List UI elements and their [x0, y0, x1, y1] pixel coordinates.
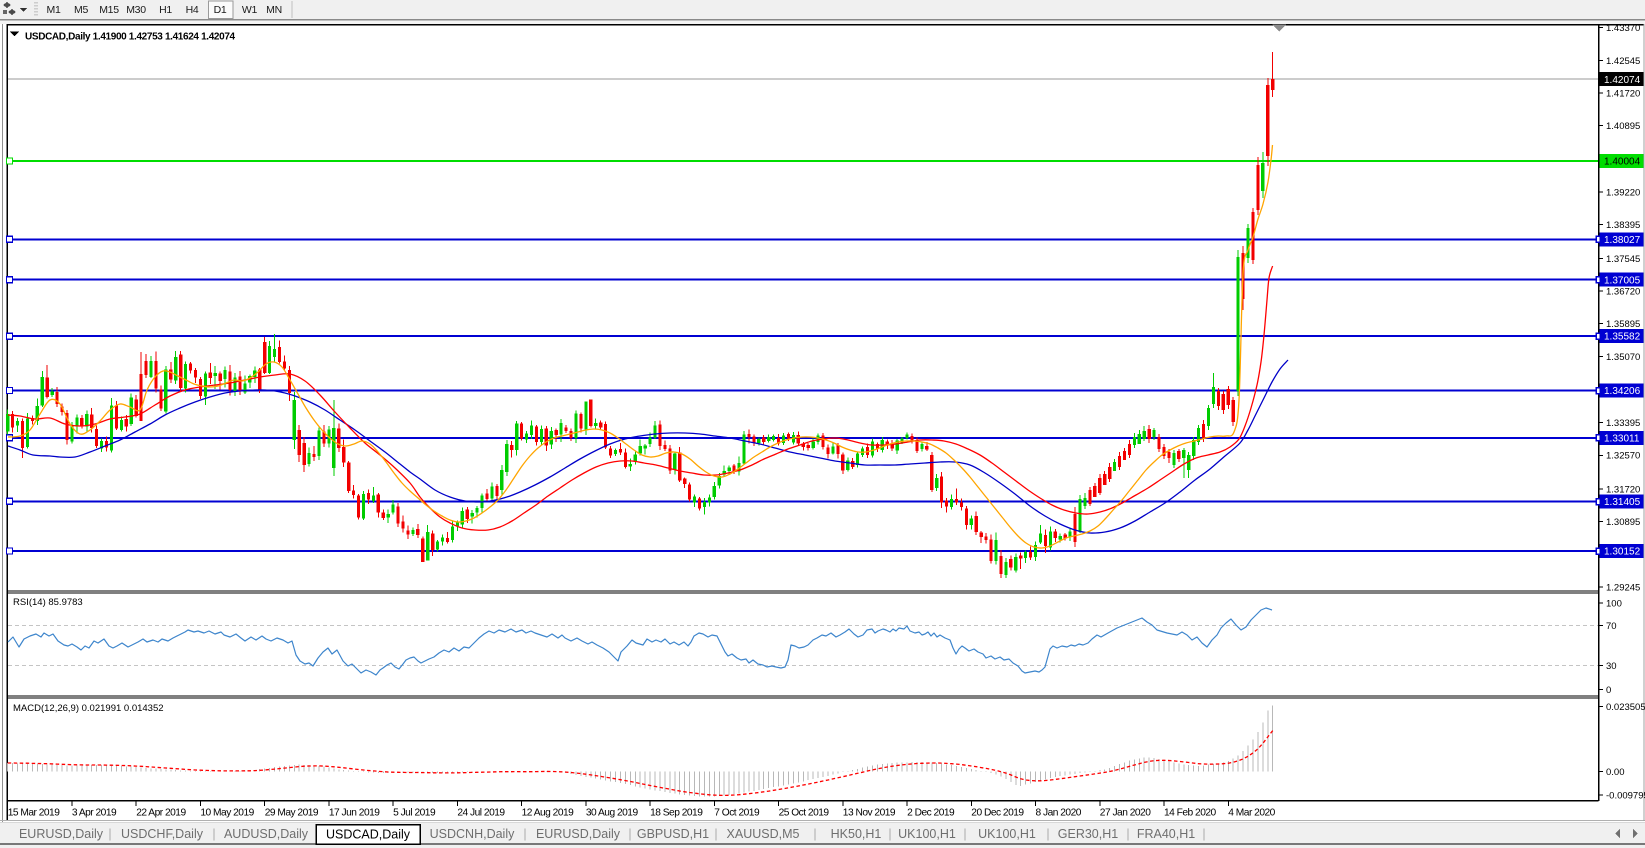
svg-text:M30: M30: [126, 4, 146, 16]
svg-text:AUDUSD,Daily: AUDUSD,Daily: [224, 827, 309, 841]
svg-text:|: |: [714, 827, 717, 841]
svg-text:M1: M1: [47, 4, 61, 16]
svg-text:8 Jan 2020: 8 Jan 2020: [1036, 808, 1082, 819]
svg-text:GER30,H1: GER30,H1: [1058, 827, 1118, 841]
svg-text:UK100,H1: UK100,H1: [898, 827, 956, 841]
svg-text:XAUUSD,M5: XAUUSD,M5: [727, 827, 800, 841]
svg-text:1.35070: 1.35070: [1606, 352, 1640, 363]
svg-text:27 Jan 2020: 27 Jan 2020: [1100, 808, 1151, 819]
svg-text:UK100,H1: UK100,H1: [978, 827, 1036, 841]
svg-text:30 Aug 2019: 30 Aug 2019: [586, 808, 639, 819]
svg-text:14 Feb 2020: 14 Feb 2020: [1164, 808, 1217, 819]
svg-text:1.31720: 1.31720: [1606, 484, 1640, 495]
svg-text:1.43370: 1.43370: [1606, 23, 1640, 34]
svg-text:1.30152: 1.30152: [1604, 547, 1641, 558]
svg-text:100: 100: [1606, 598, 1622, 609]
svg-text:24 Jul 2019: 24 Jul 2019: [457, 808, 505, 819]
svg-text:|: |: [1202, 827, 1205, 841]
svg-text:18 Sep 2019: 18 Sep 2019: [650, 808, 703, 819]
svg-text:|: |: [813, 827, 816, 841]
svg-text:M15: M15: [99, 4, 119, 16]
svg-text:1.42545: 1.42545: [1606, 56, 1640, 67]
svg-text:22 Apr 2019: 22 Apr 2019: [136, 808, 186, 819]
svg-text:1.41720: 1.41720: [1606, 89, 1640, 100]
svg-text:1.33395: 1.33395: [1606, 418, 1640, 429]
svg-text:MACD(12,26,9) 0.021991 0.01435: MACD(12,26,9) 0.021991 0.014352: [13, 703, 164, 714]
svg-text:0: 0: [1606, 685, 1611, 696]
svg-text:3 Apr 2019: 3 Apr 2019: [72, 808, 117, 819]
svg-text:1.29245: 1.29245: [1606, 582, 1640, 593]
svg-text:4 Mar 2020: 4 Mar 2020: [1228, 808, 1275, 819]
svg-text:USDCAD,Daily 1.41900 1.42753: USDCAD,Daily 1.41900 1.42753 1.41624 1.4…: [25, 32, 236, 43]
svg-text:USDCHF,Daily: USDCHF,Daily: [121, 827, 204, 841]
svg-text:|: |: [212, 827, 215, 841]
svg-text:12 Aug 2019: 12 Aug 2019: [522, 808, 575, 819]
svg-text:1.40004: 1.40004: [1604, 157, 1641, 168]
svg-text:EURUSD,Daily: EURUSD,Daily: [536, 827, 621, 841]
svg-text:1.32570: 1.32570: [1606, 451, 1640, 462]
svg-text:5 Jul 2019: 5 Jul 2019: [393, 808, 436, 819]
svg-text:1.38395: 1.38395: [1606, 220, 1640, 231]
svg-text:0.023505: 0.023505: [1606, 702, 1645, 713]
svg-text:|: |: [628, 827, 631, 841]
svg-text:13 Nov 2019: 13 Nov 2019: [843, 808, 896, 819]
svg-text:7 Oct 2019: 7 Oct 2019: [714, 808, 760, 819]
svg-text:D1: D1: [214, 4, 227, 16]
svg-text:M5: M5: [74, 4, 88, 16]
svg-text:1.31405: 1.31405: [1604, 497, 1641, 508]
svg-text:10 May 2019: 10 May 2019: [200, 808, 254, 819]
svg-text:1.34206: 1.34206: [1604, 386, 1641, 397]
svg-text:|: |: [108, 827, 111, 841]
svg-text:1.35895: 1.35895: [1606, 319, 1640, 330]
svg-text:|: |: [1126, 827, 1129, 841]
svg-text:25 Oct 2019: 25 Oct 2019: [779, 808, 830, 819]
svg-text:17 Jun 2019: 17 Jun 2019: [329, 808, 380, 819]
svg-text:RSI(14) 85.9783: RSI(14) 85.9783: [13, 597, 83, 608]
svg-text:1.40895: 1.40895: [1606, 121, 1640, 132]
svg-text:1.35582: 1.35582: [1604, 332, 1641, 343]
svg-text:1.33011: 1.33011: [1604, 434, 1640, 445]
svg-text:1.42074: 1.42074: [1604, 75, 1641, 86]
svg-text:W1: W1: [242, 4, 258, 16]
svg-text:20 Dec 2019: 20 Dec 2019: [971, 808, 1024, 819]
svg-text:1.37545: 1.37545: [1606, 254, 1640, 265]
svg-text:29 May 2019: 29 May 2019: [265, 808, 319, 819]
svg-text:70: 70: [1606, 621, 1617, 632]
svg-text:1.30895: 1.30895: [1606, 517, 1640, 528]
svg-text:2 Dec 2019: 2 Dec 2019: [907, 808, 955, 819]
svg-text:-0.009795: -0.009795: [1606, 790, 1645, 801]
svg-text:GBPUSD,H1: GBPUSD,H1: [637, 827, 709, 841]
svg-text:|: |: [1046, 827, 1049, 841]
svg-text:|: |: [963, 827, 966, 841]
svg-text:15 Mar 2019: 15 Mar 2019: [8, 808, 61, 819]
svg-text:H1: H1: [159, 4, 172, 16]
svg-text:0.00: 0.00: [1606, 767, 1625, 778]
svg-text:FRA40,H1: FRA40,H1: [1137, 827, 1195, 841]
svg-text:USDCAD,Daily: USDCAD,Daily: [326, 828, 411, 842]
svg-text:1.39220: 1.39220: [1606, 187, 1640, 198]
svg-text:USDCNH,Daily: USDCNH,Daily: [430, 827, 515, 841]
svg-text:1.37005: 1.37005: [1604, 275, 1641, 286]
svg-text:MN: MN: [266, 4, 282, 16]
svg-text:EURUSD,Daily: EURUSD,Daily: [19, 827, 104, 841]
svg-text:1.36720: 1.36720: [1606, 286, 1640, 297]
svg-text:30: 30: [1606, 661, 1617, 672]
svg-text:|: |: [523, 827, 526, 841]
svg-text:|: |: [888, 827, 891, 841]
svg-text:HK50,H1: HK50,H1: [831, 827, 882, 841]
svg-text:H4: H4: [186, 4, 199, 16]
svg-text:1.38027: 1.38027: [1604, 235, 1641, 246]
